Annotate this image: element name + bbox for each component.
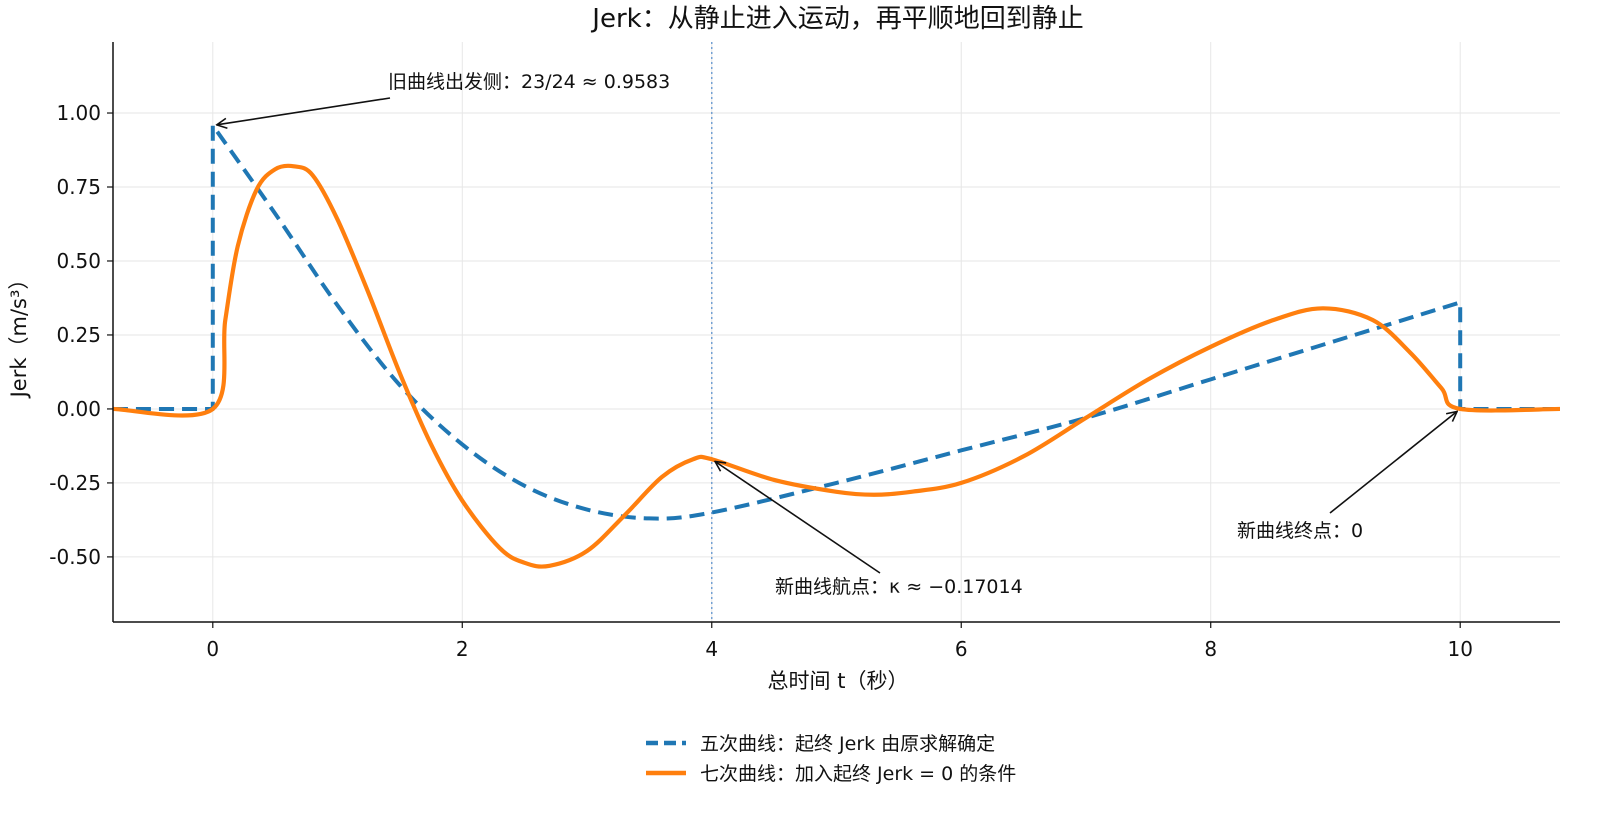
y-tick-label: -0.50	[49, 545, 101, 569]
x-tick-label: 0	[206, 637, 219, 661]
annotation-end-label: 新曲线终点：0	[1237, 520, 1363, 542]
series-quintic-jerk-line	[113, 123, 1560, 521]
y-tick-label: 0.25	[56, 323, 101, 347]
legend-label-quintic: 五次曲线：起终 Jerk 由原求解确定	[700, 733, 995, 755]
y-tick-label: 0.00	[56, 397, 101, 421]
annotations: 旧曲线出发侧：23/24 ≈ 0.9583 新曲线航点：κ ≈ −0.17014 新…	[217, 71, 1457, 598]
y-tick-label: 0.50	[56, 249, 101, 273]
annotation-start-label: 旧曲线出发侧：23/24 ≈ 0.9583	[388, 71, 670, 93]
ticks: 0 2 4 6 8 10 -0.50 -0.25 0.00 0.25 0.50 0.75 1.00	[49, 101, 1473, 661]
annotation-start-arrow	[217, 97, 391, 125]
x-tick-label: 2	[456, 637, 469, 661]
axes	[112, 42, 1560, 623]
legend: 五次曲线：起终 Jerk 由原求解确定 七次曲线：加入起终 Jerk = 0 的…	[646, 733, 1016, 785]
y-tick-label: 1.00	[56, 101, 101, 125]
chart-title: Jerk：从静止进入运动，再平顺地回到静止	[590, 4, 1083, 34]
x-axis-title: 总时间 t（秒）	[768, 669, 909, 693]
x-tick-label: 4	[705, 637, 718, 661]
x-tick-label: 10	[1447, 637, 1472, 661]
y-tick-label: 0.75	[56, 175, 101, 199]
y-axis-title: Jerk（m/s³）	[7, 269, 31, 400]
annotation-waypoint-label: 新曲线航点：κ ≈ −0.17014	[775, 576, 1023, 598]
annotation-waypoint-arrow	[715, 461, 881, 574]
x-tick-label: 6	[955, 637, 968, 661]
annotation-end-arrow	[1329, 411, 1457, 514]
x-tick-label: 8	[1204, 637, 1217, 661]
y-tick-label: -0.25	[49, 471, 101, 495]
legend-label-septic: 七次曲线：加入起终 Jerk = 0 的条件	[700, 763, 1016, 785]
series-septic-jerk-line	[112, 163, 1561, 569]
series-layer	[112, 123, 1561, 569]
